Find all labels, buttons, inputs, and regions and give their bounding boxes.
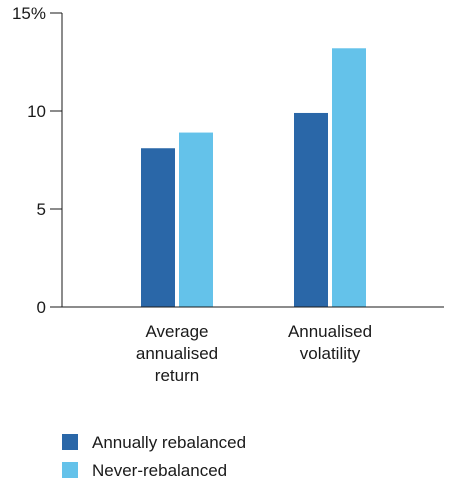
- bars: [141, 48, 366, 308]
- legend-label: Never-rebalanced: [92, 461, 227, 480]
- legend-swatch: [62, 462, 78, 478]
- x-category-label: annualised: [136, 344, 218, 363]
- legend-swatch: [62, 434, 78, 450]
- bar: [141, 148, 175, 307]
- legend: Annually rebalanced Never-rebalanced: [62, 433, 246, 480]
- y-tick-label: 5: [37, 200, 46, 219]
- x-category-label: Annualised: [288, 322, 372, 341]
- bar: [179, 132, 213, 307]
- y-axis: 0 5 10 15%: [12, 4, 63, 317]
- x-axis: Average annualised return Annualised volatil…: [62, 306, 444, 385]
- x-category-label: Average: [145, 322, 208, 341]
- y-tick-label: 10: [27, 102, 46, 121]
- y-tick-label: 0: [37, 298, 46, 317]
- bar: [332, 48, 366, 307]
- bar: [294, 112, 328, 308]
- x-category-label: return: [155, 366, 199, 385]
- legend-label: Annually rebalanced: [92, 433, 246, 452]
- y-tick-label: 15%: [12, 4, 46, 23]
- x-category-label: volatility: [300, 344, 361, 363]
